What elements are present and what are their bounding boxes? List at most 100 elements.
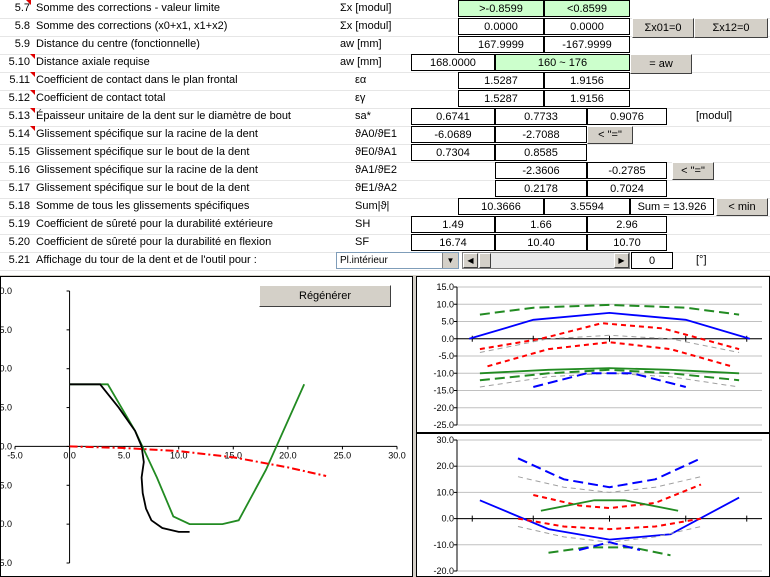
row-symbol: Σx [modul]	[340, 2, 392, 14]
value-cell: 0.7304	[411, 144, 495, 161]
row-description: Distance axiale requise	[36, 56, 150, 68]
y-tick-label: 15.0	[436, 282, 454, 292]
y-tick-label: -5.0	[438, 351, 454, 361]
row-description: Coefficient de sûreté pour la durabilité…	[36, 236, 272, 248]
row-description: Glissement spécifique sur la racine de l…	[36, 164, 258, 176]
plot-area	[15, 291, 397, 563]
row-number: 5.8	[14, 20, 30, 32]
row-description: Glissement spécifique sur le bout de la …	[36, 146, 250, 158]
y-tick-label: 0.0	[1, 441, 12, 451]
value-cell: Sum = 13.926	[630, 198, 714, 215]
y-tick-label: -10.0	[1, 519, 12, 529]
row-number: 5.7	[14, 2, 30, 14]
y-tick-label: -25.0	[433, 420, 454, 430]
value-cell: <0.8599	[544, 0, 630, 17]
row-symbol: ϑA0/ϑE1	[355, 128, 397, 140]
param-row: 5.21 Affichage du tour de la dent et de l…	[0, 252, 770, 271]
value-cell: 0.8585	[495, 144, 587, 161]
x-tick-label: 30.0	[388, 450, 406, 460]
angle-value-cell: 0	[631, 252, 673, 269]
y-tick-label: 0.0	[441, 334, 454, 344]
series-line	[479, 367, 740, 375]
row-symbol: Σx [modul]	[340, 20, 392, 32]
param-row: 5.9 Distance du centre (fonctionnelle) aw …	[0, 36, 770, 55]
scroll-right-icon[interactable]: ▶	[614, 253, 629, 268]
row-number: 5.19	[8, 218, 30, 230]
series-line	[479, 496, 740, 541]
value-cell: 16.74	[411, 234, 495, 251]
value-cell: 1.49	[411, 216, 495, 233]
value-cell: 1.9156	[544, 72, 630, 89]
row-description: Coefficient de contact total	[36, 92, 166, 104]
set-equal-aw-button[interactable]: = aw	[630, 54, 692, 74]
value-cell: -0.2785	[587, 162, 667, 179]
comment-marker-icon	[30, 108, 35, 113]
value-cell: 0.2178	[495, 180, 587, 197]
sum-x12-zero-button[interactable]: Σx12=0	[694, 18, 768, 38]
row-description: Glissement spécifique sur le bout de la …	[36, 182, 250, 194]
value-cell: 167.9999	[458, 36, 544, 53]
y-tick-label: -15.0	[1, 558, 12, 568]
value-cell: 1.9156	[544, 90, 630, 107]
row-number: 5.15	[8, 146, 30, 158]
series-line	[578, 541, 641, 551]
row-number: 5.14	[8, 128, 30, 140]
angle-scrollbar[interactable]: ◀ ▶	[462, 252, 630, 269]
y-tick-label: 20.0	[436, 461, 454, 471]
angle-unit: [°]	[696, 254, 707, 266]
specific-sliding-chart-bottom: 30.0 20.0 10.0 0.0 -10.0 -20.0	[433, 435, 762, 576]
value-cell: 0.6741	[411, 108, 495, 125]
series-line	[69, 445, 327, 477]
x-tick-label: -5.0	[7, 450, 23, 460]
param-row: 5.11 Coefficient de contact dans le plan …	[0, 72, 770, 91]
value-cell: 0.7733	[495, 108, 587, 125]
row-number: 5.20	[8, 236, 30, 248]
row-symbol: ϑA1/ϑE2	[355, 164, 397, 176]
x-tick-label: 20.0	[279, 450, 297, 460]
comment-marker-icon	[30, 90, 35, 95]
row-description: Coefficient de contact dans le plan fron…	[36, 74, 238, 86]
row-symbol: aw [mm]	[340, 56, 382, 68]
value-cell: 0.0000	[458, 18, 544, 35]
value-cell: 1.5287	[458, 90, 544, 107]
row-number: 5.21	[8, 254, 30, 266]
value-cell: 160 ~ 176	[495, 54, 630, 71]
param-row: 5.7 Somme des corrections - valeur limite…	[0, 0, 770, 19]
row-number: 5.10	[8, 56, 30, 68]
sum-x01-zero-button[interactable]: Σx01=0	[632, 18, 694, 38]
row-description: Somme des corrections - valeur limite	[36, 2, 221, 14]
series-line	[517, 517, 702, 531]
minimize-sum-button[interactable]: < min	[716, 198, 768, 216]
row-number: 5.16	[8, 164, 30, 176]
param-row: 5.10 Distance axiale requise aw [mm] 168.00…	[0, 54, 770, 73]
row-description: Glissement spécifique sur la racine de l…	[36, 128, 258, 140]
row-symbol: SF	[355, 236, 370, 248]
value-cell: 1.5287	[458, 72, 544, 89]
value-cell: 3.5594	[544, 198, 630, 215]
value-cell: 2.96	[587, 216, 667, 233]
scroll-thumb[interactable]	[479, 253, 491, 268]
copy-equal-button[interactable]: < "="	[587, 126, 633, 144]
value-cell: 10.70	[587, 234, 667, 251]
sliding-chart-bottom-panel: 30.0 20.0 10.0 0.0 -10.0 -20.0	[416, 433, 770, 577]
y-tick-label: 30.0	[436, 435, 454, 445]
copy-equal-button-2[interactable]: < "="	[672, 162, 714, 180]
row-number: 5.11	[9, 74, 30, 86]
param-row: 5.13 Épaisseur unitaire de la dent sur le…	[0, 108, 770, 127]
series-line	[517, 457, 702, 489]
unit-label: [modul]	[696, 110, 733, 122]
row-symbol: εγ	[355, 92, 366, 104]
x-tick-label: 15.0	[225, 450, 243, 460]
y-tick-label: -20.0	[433, 403, 454, 413]
x-tick-label: 25.0	[334, 450, 352, 460]
profile-select[interactable]: Pl.intérieur ▼	[336, 252, 459, 269]
y-tick-label: 10.0	[436, 299, 454, 309]
y-tick-label: 5.0	[441, 317, 454, 327]
regenerate-button[interactable]: Régénérer	[259, 285, 391, 307]
param-row: 5.17 Glissement spécifique sur le bout de…	[0, 180, 770, 199]
y-tick-label: -5.0	[1, 480, 12, 490]
plot-area	[457, 440, 762, 571]
chevron-down-icon[interactable]: ▼	[442, 253, 458, 268]
scroll-left-icon[interactable]: ◀	[463, 253, 478, 268]
y-tick-label: -20.0	[433, 566, 454, 576]
